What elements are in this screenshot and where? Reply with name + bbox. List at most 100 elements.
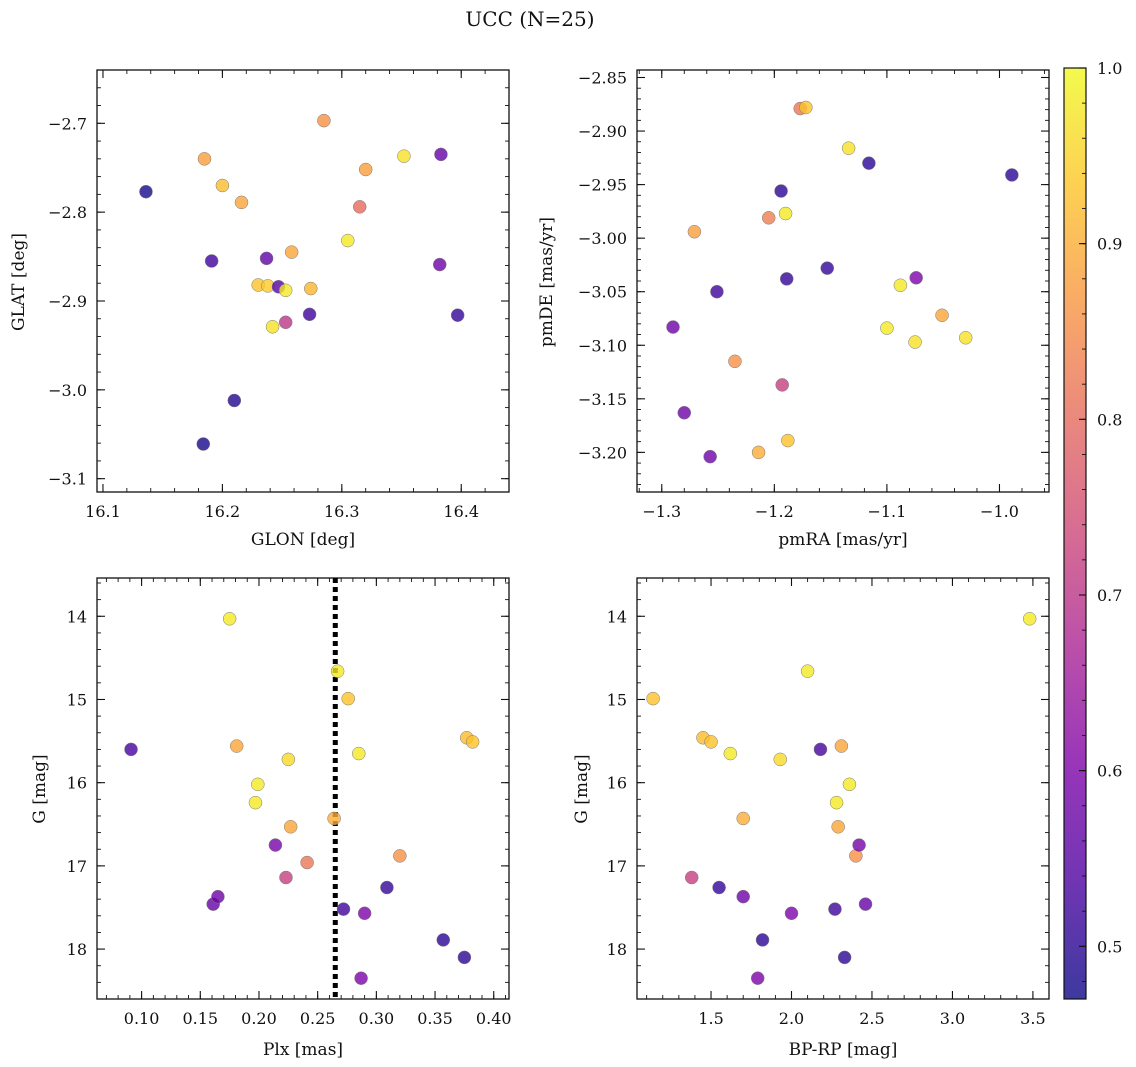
scatter-point bbox=[736, 811, 750, 826]
scatter-point bbox=[837, 950, 852, 965]
x-tick-label: 0.25 bbox=[300, 1009, 336, 1028]
scatter-point bbox=[781, 433, 795, 448]
scatter-point bbox=[935, 308, 949, 323]
colorbar-tick-label: 0.6 bbox=[1097, 762, 1122, 781]
scatter-point bbox=[800, 664, 815, 678]
x-tick-label: 0.15 bbox=[182, 1009, 218, 1028]
scatter-point bbox=[1022, 612, 1037, 626]
scatter-point bbox=[813, 742, 828, 757]
scatter-point bbox=[300, 855, 314, 870]
scatter-point bbox=[852, 838, 866, 852]
scatter-point bbox=[357, 906, 372, 921]
x-tick-label: 2.0 bbox=[779, 1009, 804, 1028]
scatter-point bbox=[432, 257, 447, 272]
y-tick-label: 18 bbox=[67, 940, 87, 959]
x-tick-label: −1.0 bbox=[980, 502, 1019, 521]
y-tick-label: −2.85 bbox=[578, 68, 627, 87]
y-tick-label: −2.95 bbox=[578, 176, 627, 195]
y-tick-label: −3.20 bbox=[578, 443, 627, 462]
scatter-point bbox=[779, 272, 794, 286]
panel-plx-g: Plx [mas] G [mag] 0.10 0.15 0.20 0.25 0.30 0.… bbox=[30, 577, 512, 1060]
scatter-point bbox=[750, 971, 765, 985]
y-tick-label: 14 bbox=[67, 607, 87, 626]
scatter-point bbox=[317, 113, 331, 128]
scatter-point bbox=[283, 820, 298, 834]
scatter-point bbox=[380, 880, 394, 895]
y-tick-label: 14 bbox=[607, 607, 627, 626]
scatter-point bbox=[139, 184, 153, 199]
colorbar-tick-label: 0.5 bbox=[1097, 937, 1122, 956]
x-axis-label: pmRA [mas/yr] bbox=[778, 530, 907, 550]
scatter-point bbox=[336, 902, 351, 916]
scatter-point bbox=[687, 224, 702, 239]
scatter-point bbox=[710, 284, 724, 299]
panel-glon-glat: GLON [deg] GLAT [deg] 16.1 16.2 16.3 16.4 −2… bbox=[9, 69, 510, 550]
colorbar-tick-label: 1.0 bbox=[1097, 59, 1122, 78]
x-axis-label: GLON [deg] bbox=[251, 530, 355, 550]
y-tick-label: 15 bbox=[607, 690, 627, 709]
scatter-point bbox=[909, 271, 923, 285]
colorbar: 0.5 0.6 0.7 0.8 0.9 1.0 bbox=[1063, 59, 1122, 1000]
y-tick-label: 15 bbox=[67, 690, 87, 709]
y-tick-label: −3.00 bbox=[578, 229, 627, 248]
y-tick-label: −3.15 bbox=[578, 390, 627, 409]
y-tick-label: −2.8 bbox=[48, 203, 87, 222]
scatter-point bbox=[436, 933, 451, 947]
x-tick-label: 16.4 bbox=[443, 502, 479, 521]
scatter-point bbox=[893, 278, 908, 293]
scatter-point bbox=[703, 449, 717, 464]
y-tick-label: −3.10 bbox=[578, 336, 627, 355]
scatter-point bbox=[259, 251, 274, 266]
scatter-point bbox=[704, 735, 718, 749]
scatter-point bbox=[251, 777, 265, 792]
y-tick-label: −2.90 bbox=[578, 122, 627, 141]
scatter-point bbox=[330, 664, 345, 678]
x-tick-label: 16.3 bbox=[324, 502, 360, 521]
scatter-point bbox=[279, 870, 293, 885]
scatter-point bbox=[778, 206, 793, 221]
scatter-point bbox=[820, 261, 834, 275]
figure-title: UCC (N=25) bbox=[465, 7, 594, 31]
y-axis-label: G [mag] bbox=[572, 754, 592, 823]
scatter-point bbox=[465, 735, 480, 749]
scatter-point bbox=[222, 612, 237, 626]
scatter-point bbox=[327, 811, 341, 826]
colorbar-gradient bbox=[1063, 67, 1087, 1000]
scatter-point bbox=[831, 820, 845, 834]
scatter-point bbox=[880, 321, 894, 335]
scatter-point bbox=[227, 393, 242, 408]
scatter-point bbox=[229, 739, 244, 753]
scatter-point bbox=[1005, 168, 1019, 182]
y-axis-label: pmDE [mas/yr] bbox=[537, 217, 557, 347]
x-tick-label: 0.10 bbox=[124, 1009, 160, 1028]
scatter-point bbox=[736, 889, 750, 904]
scatter-point bbox=[723, 746, 738, 761]
scatter-point bbox=[215, 178, 230, 193]
scatter-point bbox=[828, 902, 842, 916]
scatter-point bbox=[666, 320, 680, 334]
colorbar-tick-label: 0.7 bbox=[1097, 586, 1122, 605]
x-tick-label: 1.5 bbox=[698, 1009, 723, 1028]
y-tick-label: −2.9 bbox=[48, 292, 87, 311]
scatter-point bbox=[302, 307, 317, 322]
scatter-point bbox=[352, 200, 367, 214]
scatter-point bbox=[457, 950, 472, 965]
y-tick-label: −3.1 bbox=[48, 470, 87, 489]
y-tick-label: 16 bbox=[67, 774, 87, 793]
plot-frame bbox=[96, 577, 510, 1000]
scatter-point bbox=[799, 100, 813, 115]
x-tick-label: −1.1 bbox=[867, 502, 906, 521]
scatter-point bbox=[352, 746, 366, 761]
scatter-point bbox=[842, 777, 857, 792]
scatter-point bbox=[281, 752, 296, 767]
scatter-point bbox=[304, 281, 318, 296]
x-tick-label: 0.30 bbox=[359, 1009, 395, 1028]
scatter-point bbox=[358, 162, 373, 177]
scatter-point bbox=[773, 752, 787, 767]
scatter-point bbox=[278, 315, 293, 330]
scatter-point bbox=[841, 141, 856, 155]
y-tick-label: 16 bbox=[607, 774, 627, 793]
scatter-point bbox=[124, 742, 138, 757]
scatter-point bbox=[248, 795, 263, 810]
